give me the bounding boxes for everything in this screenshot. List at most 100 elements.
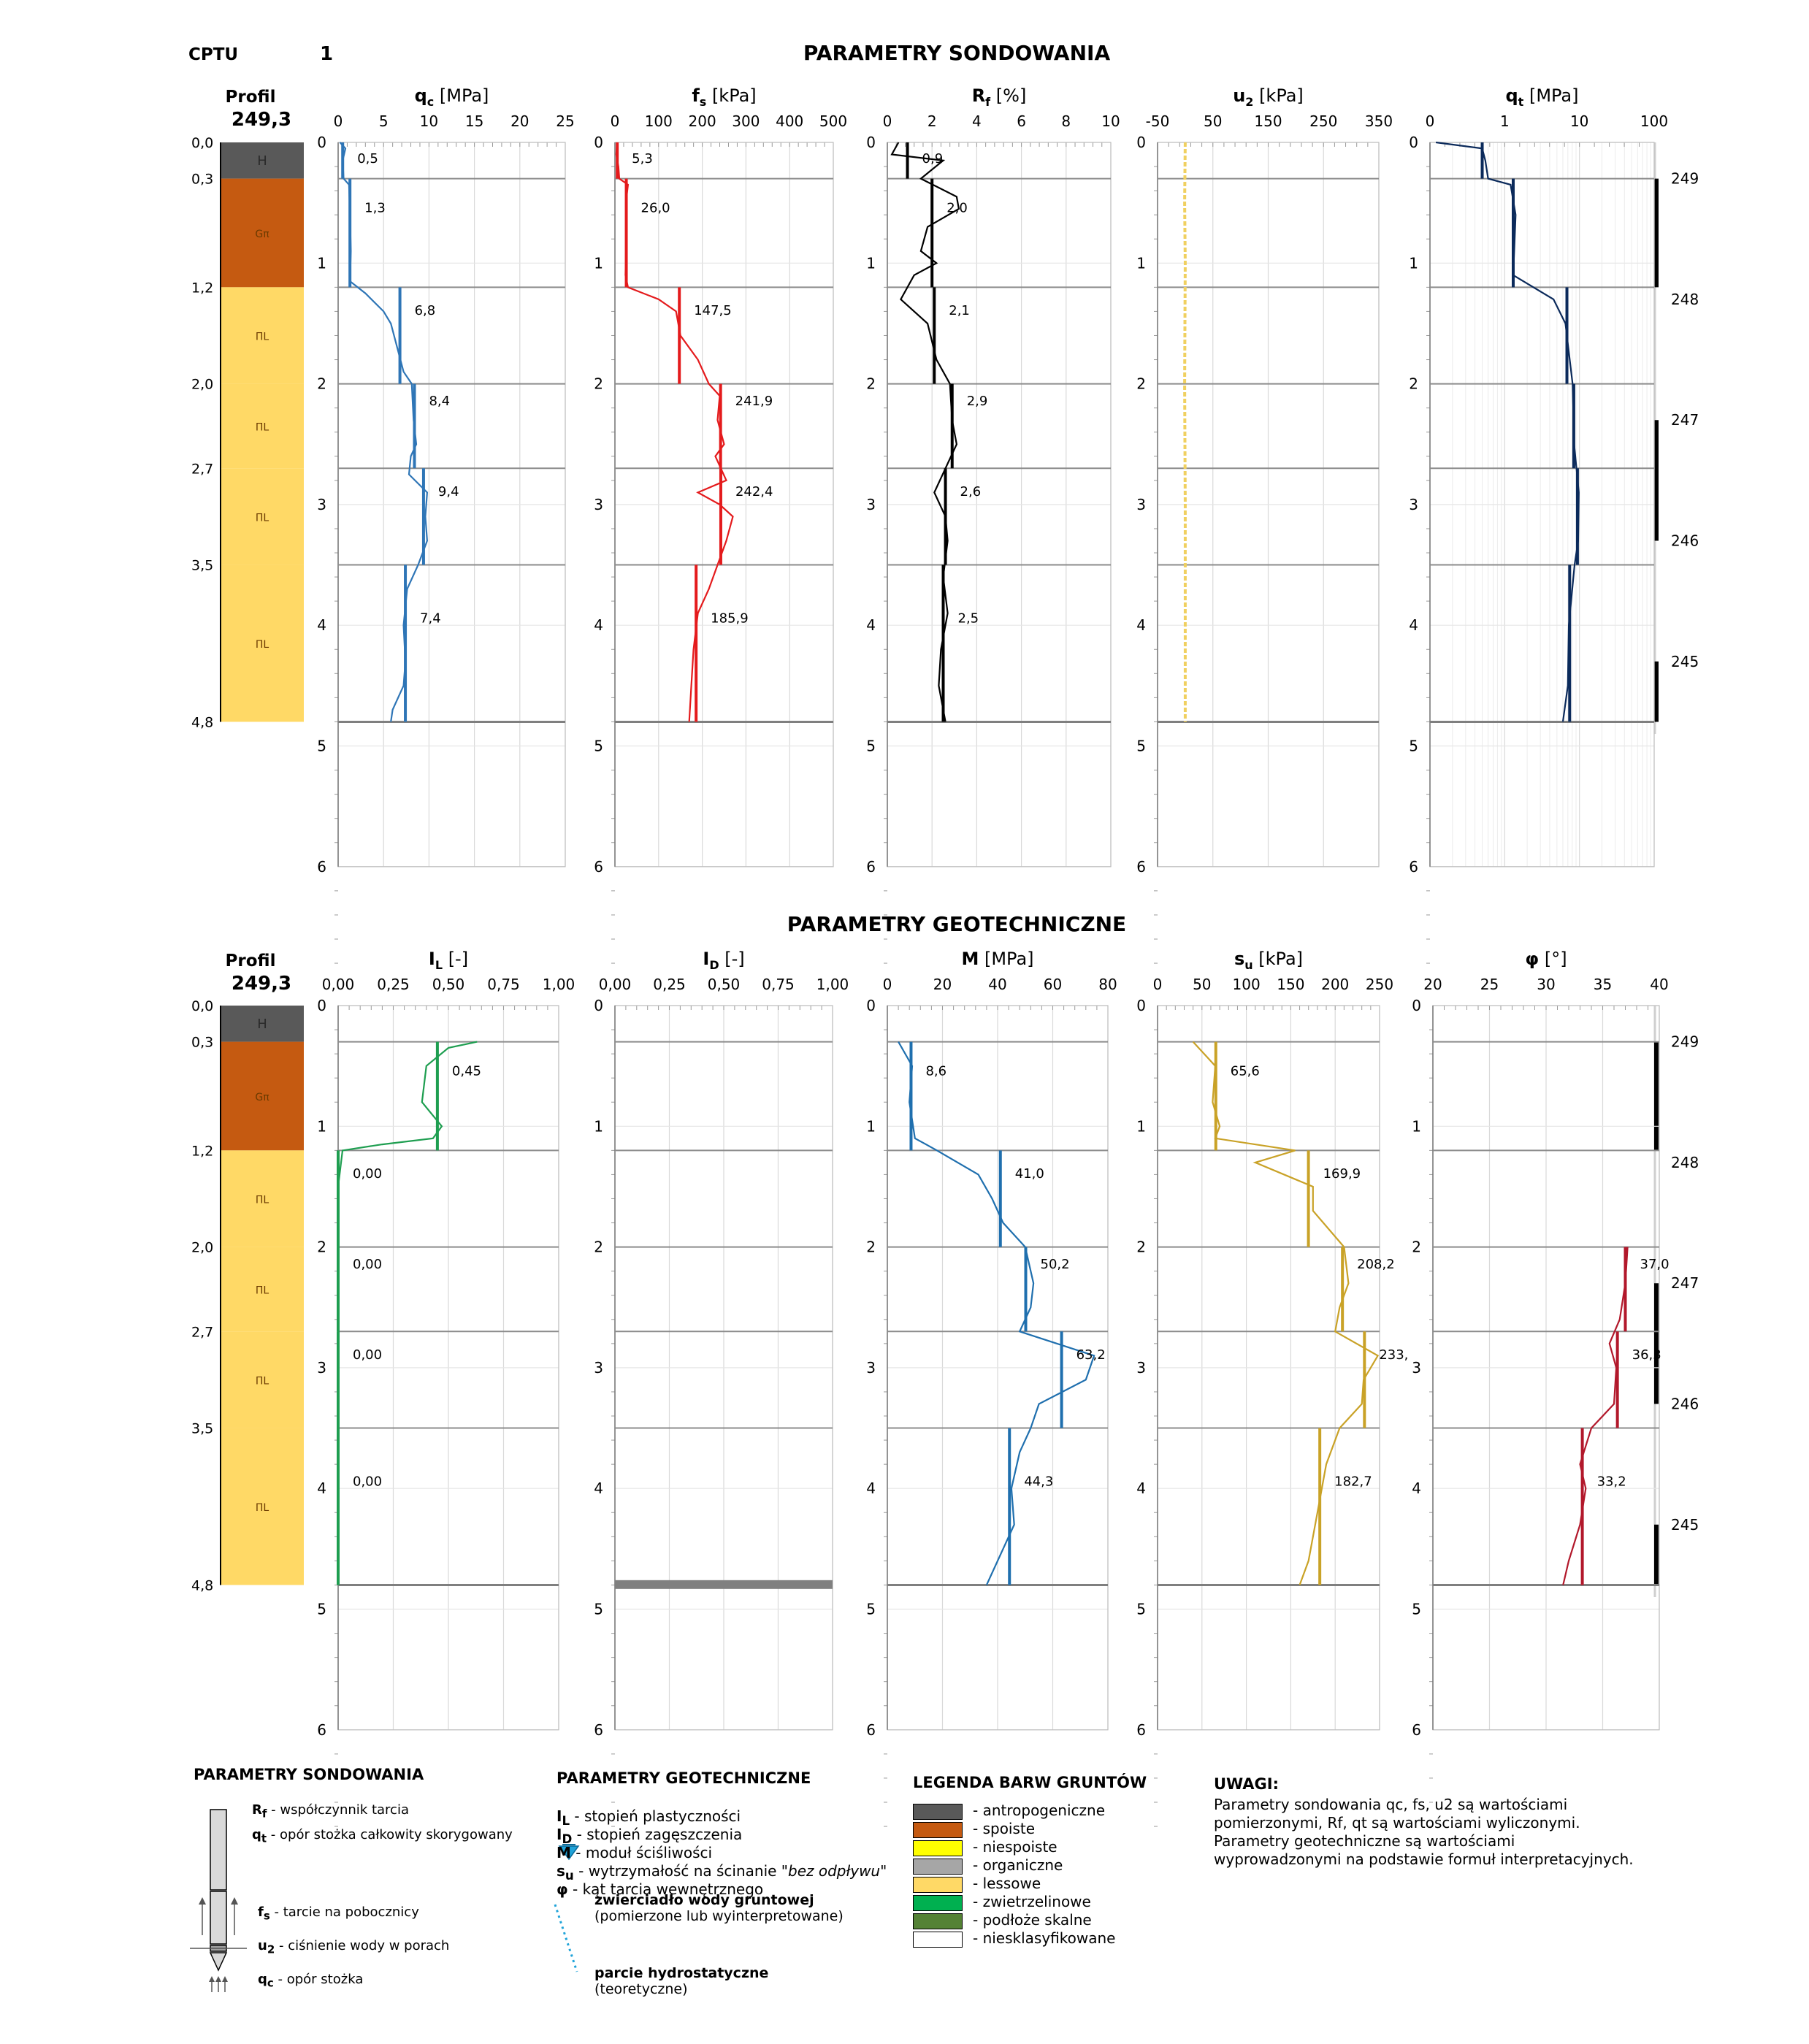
profile-depth-label: 0,3 — [191, 172, 213, 188]
layer-mean-label: 182,7 — [1334, 1474, 1372, 1490]
legend-color-item: - spoiste — [913, 1820, 1176, 1838]
layer-mean-label: 6,8 — [415, 303, 436, 318]
layer-mean-label: 0,9 — [922, 151, 944, 166]
layer-mean-label: 0,00 — [353, 1474, 382, 1490]
chart-title-unit: [kPa] — [706, 85, 756, 106]
x-tick-label: 0,50 — [432, 976, 465, 993]
y-tick-label: 2 — [866, 375, 876, 393]
profile-depth-label: 2,7 — [191, 1324, 213, 1340]
x-tick-label: 80 — [1098, 976, 1117, 993]
profile-depth-label: 2,7 — [191, 461, 213, 477]
legend-color-item: - antropogeniczne — [913, 1802, 1176, 1820]
layer-mean-label: 63,2 — [1076, 1347, 1106, 1363]
chart-title-symbol: f — [692, 85, 700, 106]
y-tick-label: 4 — [1136, 1480, 1146, 1497]
layer-mean-label: 7,4 — [420, 611, 441, 627]
chart-title-symbol: φ — [1525, 949, 1539, 969]
x-tick-label: 250 — [1309, 112, 1337, 130]
x-tick-label: 200 — [689, 112, 716, 130]
x-tick-label: 60 — [1044, 976, 1062, 993]
elevation-tick-label: 248 — [1671, 291, 1699, 308]
x-tick-label: 2 — [928, 112, 937, 130]
y-tick-label: 0 — [317, 134, 326, 151]
y-tick-label: 2 — [1136, 375, 1146, 393]
layer-mean-label: 2,6 — [960, 484, 982, 499]
soil-layer — [221, 1428, 304, 1585]
color-swatch — [913, 1894, 963, 1911]
soil-layer — [221, 1150, 304, 1247]
notes-line: Parametry geotechniczne są wartościami — [1214, 1832, 1515, 1850]
cptu-label: CPTU — [188, 45, 238, 64]
y-tick-label: 6 — [317, 858, 326, 876]
elevation-tick-label: 249 — [1671, 170, 1699, 188]
legend-geotech-title: PARAMETRY GEOTECHNICZNE — [557, 1769, 811, 1787]
elevation-tick-label: 245 — [1671, 1516, 1699, 1534]
legend-color-item: - lessowe — [913, 1875, 1176, 1893]
y-tick-label: 2 — [317, 375, 326, 393]
chart-title-unit: [MPa] — [979, 949, 1033, 969]
legend-color-item: - organiczne — [913, 1856, 1176, 1875]
soil-layer-label: ПL — [256, 421, 269, 433]
y-tick-label: 0 — [594, 134, 603, 151]
notes-line: Parametry sondowania qc, fs, u2 są warto… — [1214, 1796, 1568, 1813]
layer-mean-label: 41,0 — [1015, 1166, 1044, 1182]
soil-layer — [221, 383, 304, 469]
chart-title-subscript: c — [427, 95, 434, 109]
color-swatch — [913, 1803, 963, 1820]
y-tick-label: 6 — [594, 858, 603, 876]
chart-title-subscript: s — [700, 95, 707, 109]
y-tick-label: 0 — [1136, 134, 1146, 151]
chart-title: φ [°] — [1525, 949, 1567, 969]
elevation-tick-label: 246 — [1671, 532, 1699, 549]
legend-su: su - wytrzymałość na ścinanie "bez odpły… — [557, 1862, 887, 1883]
x-tick-label: 10 — [1101, 112, 1120, 130]
y-tick-label: 6 — [866, 1721, 876, 1739]
chart-title-symbol: q — [415, 85, 427, 106]
chart-title-symbol: R — [972, 85, 985, 106]
layer-mean-label: 2,9 — [967, 394, 988, 409]
profile-depth-label: 2,0 — [191, 377, 213, 393]
legend-water-table: zwierciadło wody gruntowej (pomierzone l… — [594, 1892, 844, 1924]
elevation-tick-label: 247 — [1671, 1274, 1699, 1292]
profile-depth-label: 2,0 — [191, 1240, 213, 1256]
x-tick-label: 0,25 — [653, 976, 686, 993]
layer-mean-label: 2,5 — [958, 611, 979, 627]
y-tick-label: 0 — [1409, 134, 1418, 151]
notes-line: pomierzonymi, Rf, qt są wartościami wyli… — [1214, 1814, 1580, 1831]
y-tick-label: 5 — [594, 738, 603, 755]
y-tick-label: 1 — [1412, 1117, 1421, 1135]
y-tick-label: 3 — [594, 496, 603, 513]
profile-depth-label: 0,0 — [191, 135, 213, 151]
x-tick-label: 0,75 — [487, 976, 520, 993]
chart-title: qc [MPa] — [415, 85, 489, 109]
soil-layer — [221, 1006, 304, 1042]
legend-qt: qt - opór stożka całkowity skorygowany — [252, 1827, 513, 1845]
y-tick-label: 2 — [594, 375, 603, 393]
y-tick-label: 3 — [317, 496, 326, 513]
chart-title-unit: [-] — [443, 949, 468, 969]
chart-title-subscript: 2 — [1245, 95, 1253, 109]
sounding-section-title: PARAMETRY SONDOWANIA — [803, 41, 1111, 65]
y-tick-label: 6 — [317, 1721, 326, 1739]
y-tick-label: 1 — [1136, 1117, 1146, 1135]
legend-colors-list: - antropogeniczne - spoiste - niespoiste… — [913, 1802, 1176, 1948]
chart-title-subscript: u — [1244, 958, 1252, 972]
legend-colors-title: LEGENDA BARW GRUNTÓW — [913, 1774, 1147, 1791]
layer-mean-label: 1,3 — [364, 201, 386, 216]
profile-label: Profil — [226, 952, 276, 971]
chart-title: su [kPa] — [1234, 949, 1303, 972]
y-tick-label: 5 — [317, 1601, 326, 1618]
x-tick-label: 0 — [883, 112, 892, 130]
series-profile-line — [890, 142, 960, 722]
notes-line: wyprowadzonymi na podstawie formuł inter… — [1214, 1850, 1634, 1868]
y-tick-label: 1 — [594, 1117, 603, 1135]
legend-qc: qc - opór stożka — [258, 1972, 364, 1990]
y-tick-label: 4 — [317, 616, 326, 634]
x-tick-label: 35 — [1594, 976, 1612, 993]
x-tick-label: 10 — [1570, 112, 1588, 130]
soil-layer — [221, 564, 304, 722]
chart-title-unit: [MPa] — [434, 85, 489, 106]
x-tick-label: 100 — [1640, 112, 1668, 130]
y-tick-label: 4 — [594, 1480, 603, 1497]
series-profile-line — [898, 1041, 1095, 1585]
